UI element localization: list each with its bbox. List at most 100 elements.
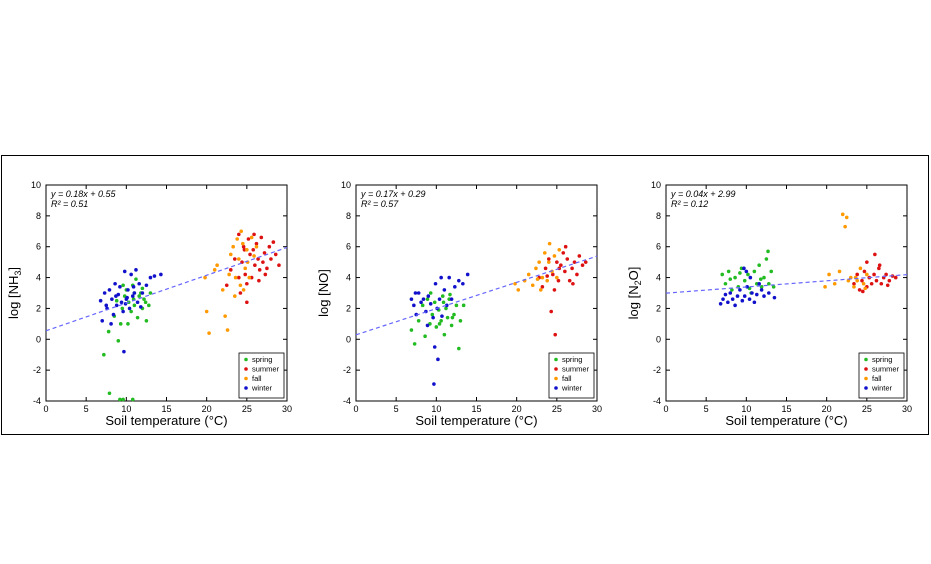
data-point (844, 215, 849, 220)
data-point (454, 303, 459, 308)
data-point (237, 257, 241, 261)
data-point (238, 283, 243, 288)
data-point (450, 315, 455, 320)
data-point (259, 235, 264, 240)
data-point (262, 251, 267, 255)
x-tick-label: 25 (242, 404, 252, 414)
data-point (855, 272, 859, 277)
x-tick-label: 20 (512, 404, 522, 414)
series-fall (823, 212, 869, 291)
data-point (846, 278, 851, 283)
data-point (457, 346, 461, 351)
data-point (426, 294, 431, 298)
data-point (409, 328, 414, 332)
y-tick-label: 2 (656, 303, 661, 313)
x-tick-label: 20 (202, 404, 212, 414)
data-point (445, 315, 450, 320)
data-point (840, 212, 845, 217)
data-point (98, 298, 103, 303)
series-fall (513, 241, 562, 292)
x-axis-label: Soil temperature (°C) (725, 413, 847, 428)
data-point (733, 275, 737, 280)
data-point (565, 257, 570, 261)
data-point (563, 244, 568, 249)
series-summer (224, 232, 281, 305)
data-point (767, 281, 771, 286)
data-point (428, 291, 433, 295)
data-point (109, 322, 113, 326)
regression-line (355, 255, 598, 336)
x-tick-label: 25 (552, 404, 562, 414)
data-point (855, 278, 859, 283)
data-point (746, 272, 750, 277)
data-point (138, 305, 143, 309)
x-tick-label: 20 (822, 404, 832, 414)
data-point (862, 269, 867, 274)
data-point (572, 260, 577, 264)
data-point (232, 257, 237, 261)
data-point (744, 269, 749, 274)
data-point (271, 240, 276, 244)
data-point (772, 295, 777, 300)
data-point (204, 309, 209, 314)
data-point (432, 345, 437, 349)
data-point (530, 283, 535, 288)
data-point (245, 300, 249, 305)
data-point (852, 281, 856, 286)
data-point (137, 294, 141, 298)
data-point (869, 281, 874, 286)
legend-label-spring: spring (872, 355, 892, 364)
data-point (436, 357, 440, 362)
data-point (740, 298, 745, 303)
legend-marker-spring (864, 357, 868, 362)
data-point (745, 285, 749, 289)
data-point (265, 266, 269, 271)
data-point (235, 237, 239, 241)
legend-marker-fall (244, 376, 248, 381)
legend-marker-winter (244, 386, 248, 390)
data-point (135, 300, 140, 305)
data-point (547, 257, 551, 261)
data-point (263, 272, 268, 277)
data-point (538, 288, 543, 292)
data-point (580, 263, 585, 268)
y-tick-label: 8 (36, 211, 41, 221)
data-point (757, 263, 761, 268)
data-point (879, 281, 884, 286)
legend-label-fall: fall (252, 374, 262, 383)
series-fall (203, 229, 259, 335)
data-point (131, 285, 136, 289)
data-point (433, 281, 438, 286)
data-point (440, 314, 444, 318)
data-point (243, 272, 248, 277)
data-point (441, 300, 446, 305)
data-point (721, 297, 725, 301)
data-point (747, 297, 752, 301)
data-point (575, 272, 579, 277)
data-point (425, 297, 430, 301)
data-point (277, 263, 281, 268)
data-point (100, 318, 105, 323)
data-point (516, 288, 521, 292)
data-point (863, 286, 868, 291)
data-point (224, 283, 229, 288)
data-point (409, 297, 414, 301)
data-point (225, 328, 230, 332)
data-point (148, 291, 153, 295)
data-point (718, 302, 723, 306)
data-point (152, 274, 157, 278)
data-point (552, 288, 557, 292)
data-point (769, 269, 774, 274)
data-point (567, 278, 572, 283)
data-point (256, 257, 260, 261)
data-point (119, 300, 124, 305)
y-tick-label: 6 (346, 242, 351, 252)
y-tick-label: 0 (346, 334, 351, 344)
x-tick-label: 30 (282, 404, 292, 414)
data-point (220, 288, 225, 292)
data-point (267, 244, 272, 249)
data-point (142, 297, 146, 301)
x-tick-label: 15 (781, 404, 791, 414)
regression-equation: y = 0.18x + 0.55 (50, 189, 117, 199)
